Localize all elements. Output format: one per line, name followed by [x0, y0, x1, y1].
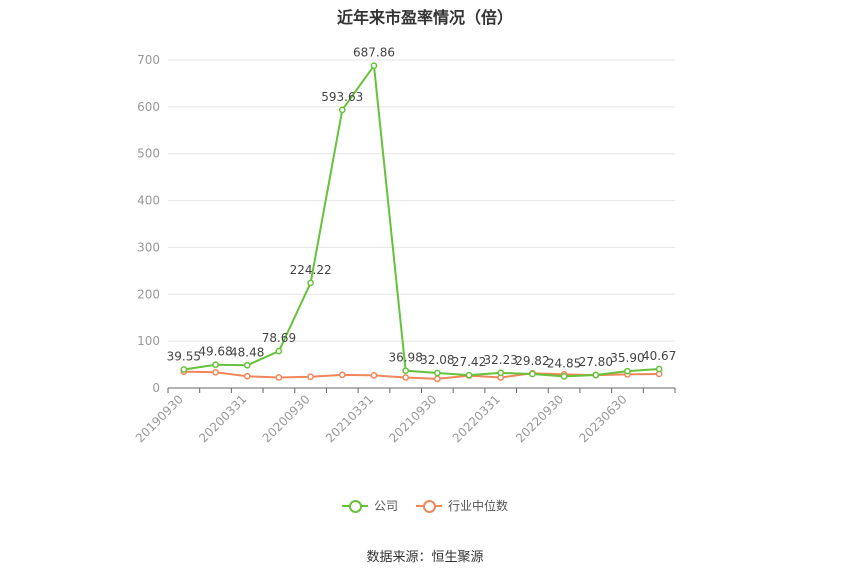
data-point-industry-median: [212, 368, 219, 376]
legend-swatch-company: [341, 499, 368, 513]
legend: 公司 行业中位数: [0, 497, 850, 514]
data-point-company: [180, 366, 188, 373]
data-label: 24.85: [547, 356, 581, 370]
x-tick-label: 20210930: [386, 392, 439, 445]
y-tick-label: 400: [137, 194, 160, 208]
y-tick-label: 0: [152, 381, 160, 395]
data-point-company: [433, 369, 441, 377]
legend-swatch-industry-median: [416, 499, 442, 513]
data-label: 39.55: [167, 349, 201, 363]
legend-item-industry-median[interactable]: 行业中位数: [416, 497, 508, 514]
data-point-company: [624, 367, 631, 375]
data-label: 48.48: [230, 345, 264, 359]
data-label: 32.08: [420, 353, 454, 367]
y-tick-label: 700: [137, 53, 160, 67]
data-point-company: [338, 106, 346, 114]
y-tick-label: 500: [137, 147, 160, 161]
data-point-company: [465, 371, 473, 379]
data-label: 27.80: [579, 355, 613, 369]
y-tick-label: 100: [137, 334, 160, 348]
x-tick-label: 20220930: [513, 392, 566, 445]
legend-label-company: 公司: [373, 499, 398, 513]
x-tick-label: 20190930: [133, 392, 186, 445]
data-point-industry-median: [433, 375, 441, 383]
data-label: 49.68: [198, 345, 232, 359]
x-tick-label: 20210331: [323, 392, 376, 445]
data-point-company: [655, 365, 663, 373]
data-point-company: [275, 347, 283, 355]
data-label: 36.98: [388, 351, 422, 365]
y-tick-label: 600: [137, 100, 160, 114]
data-point-industry-median: [307, 373, 314, 381]
data-point-industry-median: [275, 374, 283, 381]
data-point-company: [212, 361, 219, 369]
y-tick-label: 200: [137, 287, 160, 301]
data-point-company: [560, 373, 568, 380]
x-tick-label: 20230630: [577, 392, 630, 445]
data-point-company: [402, 367, 410, 375]
data-label: 593.63: [321, 90, 363, 104]
data-label: 32.23: [484, 353, 518, 367]
series-line-company: [183, 62, 660, 378]
data-label: 29.82: [515, 354, 549, 368]
data-point-industry-median: [402, 374, 410, 381]
data-label: 27.42: [452, 355, 486, 369]
legend-label-industry-median: 行业中位数: [448, 499, 509, 513]
x-tick-label: 20200331: [196, 392, 249, 445]
data-point-industry-median: [338, 371, 346, 379]
data-label: 687.86: [353, 46, 395, 60]
chart-title: 近年来市盈率情况（倍）: [336, 8, 513, 27]
data-point-industry-median: [370, 371, 378, 379]
legend-item-company[interactable]: 公司: [341, 497, 398, 514]
data-source: 数据来源：恒生聚源: [366, 550, 484, 565]
data-point-company: [592, 371, 600, 379]
data-point-company: [370, 62, 378, 70]
x-tick-label: 20220331: [450, 392, 503, 445]
data-point-company: [243, 361, 251, 369]
y-tick-label: 300: [137, 240, 160, 254]
data-point-company: [497, 369, 505, 377]
data-point-company: [307, 279, 314, 287]
data-point-industry-median: [243, 372, 251, 380]
data-label: 224.22: [290, 263, 332, 277]
data-label: 78.69: [262, 331, 296, 345]
x-tick-label: 20200930: [260, 392, 313, 445]
data-point-company: [529, 370, 536, 378]
data-label: 40.67: [642, 349, 676, 363]
data-label: 35.90: [610, 351, 644, 365]
